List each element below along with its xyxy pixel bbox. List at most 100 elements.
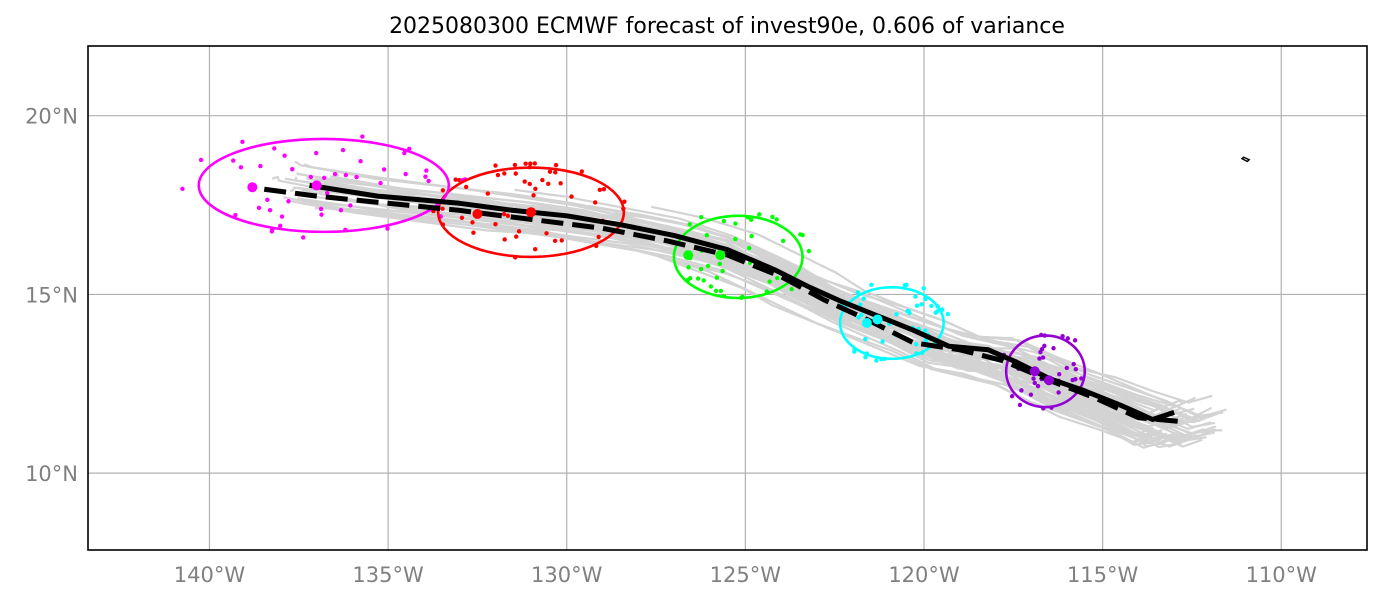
ensemble-position-point [533,186,538,191]
longitude-tick-label: 130°W [531,563,603,587]
ensemble-position-point [1037,356,1042,361]
ensemble-position-point [601,186,607,192]
ensemble-position-point [493,221,498,227]
ensemble-position-point [233,212,238,218]
ensemble-position-point [1035,383,1041,389]
ensemble-position-point [463,184,469,190]
ensemble-position-point [863,336,868,342]
ensemble-position-point [513,171,518,176]
mean-track-marker [526,207,537,218]
ensemble-position-point [286,199,291,204]
ensemble-position-point [775,275,780,281]
uncertainty-ellipse [838,285,945,361]
ensemble-position-point [558,181,563,186]
ensemble-position-point [459,215,465,221]
ensemble-position-point [1028,392,1034,397]
ensemble-position-point [552,238,558,243]
ensemble-position-point [1056,390,1061,395]
ensemble-position-point [180,186,185,191]
ensemble-position-point [688,276,693,281]
ensemble-member-track [287,198,1160,444]
ensemble-position-point [913,294,918,299]
deterministic-track-marker [872,314,883,325]
ensemble-position-point [378,180,383,186]
ensemble-position-point [279,214,285,219]
ensemble-member-track [294,161,1196,408]
ensemble-position-point [282,153,287,158]
ensemble-position-point [318,206,324,212]
mean-track-marker [311,180,322,191]
ensemble-position-point [687,222,692,227]
ensemble-position-point [704,233,709,238]
ensemble-position-point [325,190,330,196]
ensemble-position-point [921,286,926,291]
ensemble-position-point [470,220,475,225]
ensemble-position-point [699,214,704,220]
ensemble-position-point [1072,338,1078,343]
ensemble-position-point [502,171,507,176]
ensemble-position-point [532,246,538,252]
longitude-tick-label: 115°W [1067,563,1139,587]
ensemble-position-point [597,187,603,193]
ensemble-position-point [381,167,387,172]
ensemble-position-point [471,230,476,235]
ensemble-position-point [540,177,545,183]
ensemble-position-point [360,134,365,139]
ensemble-position-point [798,232,803,237]
deterministic-track-marker [472,209,483,219]
deterministic-track-marker [1044,375,1055,386]
longitude-tick-label: 140°W [174,563,246,587]
longitude-tick-label: 120°W [888,563,960,587]
ensemble-position-point [308,174,314,180]
ensemble-position-point [358,159,363,164]
forecast-tracks [247,180,1178,424]
ensemble-position-point [855,290,860,295]
ensemble-position-point [1032,380,1037,386]
latitude-tick-label: 20°N [25,105,78,129]
mean-track-marker [1029,366,1040,377]
ensemble-position-point [528,161,533,166]
longitude-tick-label: 135°W [352,563,424,587]
ensemble-position-point [705,263,711,269]
ensemble-position-point [770,214,775,220]
ensemble-position-point [863,354,868,360]
ensemble-position-point [701,278,706,283]
ensemble-position-point [733,221,738,226]
ensemble-position-point [919,302,924,307]
graticule-grid [88,46,1367,550]
ensemble-position-point [1065,336,1071,341]
ensemble-position-point [721,218,727,224]
ensemble-position-point [272,146,277,151]
mean-track-marker [715,250,726,261]
ensemble-position-point [523,161,528,166]
ensemble-position-point [522,179,527,184]
ensemble-position-point [314,150,319,156]
ensemble-position-point [923,328,928,333]
ensemble-position-point [747,245,752,251]
ensemble-position-point [902,283,908,288]
ensemble-position-point [265,197,270,203]
ensemble-position-point [767,279,772,284]
uncertainty-ellipse [436,166,626,259]
ensemble-position-point [856,315,861,320]
ensemble-position-point [514,234,519,239]
ensemble-position-point [869,282,874,288]
ensemble-position-point [874,358,879,363]
ensemble-position-point [340,147,346,153]
latitude-tick-label: 10°N [25,462,78,486]
ensemble-position-point [440,188,446,193]
ensemble-position-point [774,217,779,222]
ensemble-position-point [512,162,518,168]
ensemble-position-point [531,193,536,198]
ensemble-position-point [403,171,408,177]
ensemble-position-point [933,310,938,315]
ensemble-position-point [1071,361,1076,367]
ensemble-position-point [913,342,919,347]
ensemble-position-point [713,288,719,294]
ensemble-position-point [569,194,574,199]
uncertainty-ellipse [672,214,804,300]
latitude-tick-label: 15°N [25,283,78,307]
ensemble-position-point [457,178,462,183]
ensemble-position-point [505,213,511,219]
ensemble-position-point [559,238,564,243]
